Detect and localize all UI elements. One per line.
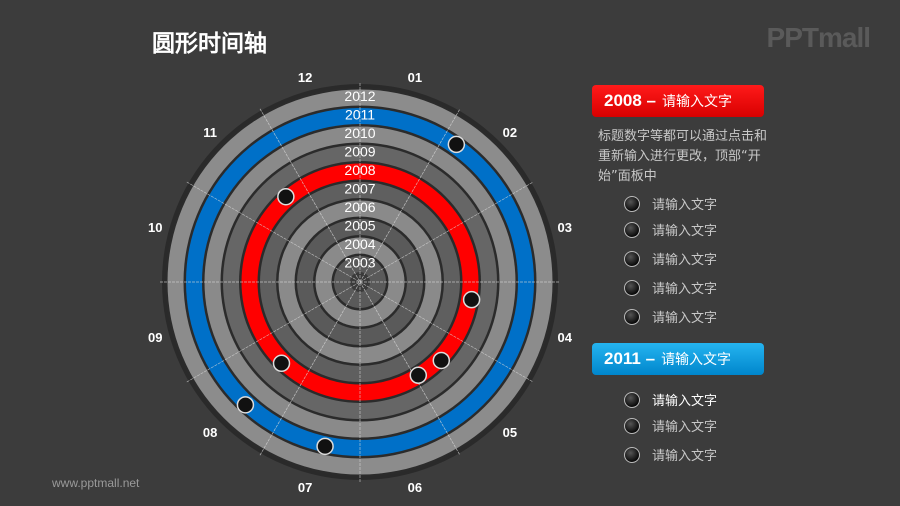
list-item-text: 请输入文字 <box>652 282 718 297</box>
list-item[interactable]: 请输入文字 <box>624 445 717 464</box>
month-label: 01 <box>408 70 422 85</box>
list-item-text: 请输入文字 <box>652 394 718 409</box>
month-label: 10 <box>148 220 162 235</box>
month-label: 12 <box>298 70 312 85</box>
month-label: 07 <box>298 480 312 495</box>
event-marker <box>236 396 255 414</box>
panel-2008-header[interactable]: 2008 – 请输入文字 <box>592 85 764 117</box>
year-label: 2010 <box>344 125 375 141</box>
bullet-icon <box>624 250 640 267</box>
footer-url: www.pptmall.net <box>52 476 140 490</box>
month-label: 05 <box>503 425 517 440</box>
list-item[interactable]: 请输入文字 <box>624 307 717 326</box>
event-marker <box>272 354 291 373</box>
bullet-icon <box>624 195 640 212</box>
list-item-text: 请输入文字 <box>652 224 718 239</box>
year-label: 2005 <box>344 218 375 234</box>
event-marker <box>462 290 481 309</box>
year-label: 2011 <box>345 107 375 123</box>
panel-2008-description: 标题数字等都可以通过点击和重新输入进行更改，顶部“开始”面板中 <box>598 129 768 184</box>
list-item[interactable]: 请输入文字 <box>624 249 717 268</box>
year-label: 2006 <box>344 199 375 215</box>
list-item-text: 请输入文字 <box>652 253 718 268</box>
list-item-text: 请输入文字 <box>652 198 718 213</box>
list-item-text: 请输入文字 <box>652 311 718 326</box>
bullet-icon <box>624 308 640 325</box>
event-marker <box>277 187 295 206</box>
list-item-text: 请输入文字 <box>652 449 718 464</box>
month-label: 03 <box>558 220 572 235</box>
list-item[interactable]: 请输入文字 <box>624 390 717 409</box>
year-label: 2004 <box>344 236 375 252</box>
year-label: 2003 <box>344 255 375 271</box>
event-marker <box>447 135 466 154</box>
year-label: 2008 <box>344 162 375 178</box>
month-label: 02 <box>503 125 517 140</box>
event-marker <box>432 351 451 370</box>
month-label: 09 <box>148 330 162 345</box>
bullet-icon <box>624 446 640 463</box>
bullet-icon <box>624 391 640 408</box>
panel-2011-year: 2011 – <box>604 349 656 368</box>
month-label: 06 <box>408 480 422 495</box>
month-label: 08 <box>203 425 217 440</box>
list-item[interactable]: 请输入文字 <box>624 416 717 435</box>
bullet-icon <box>624 279 640 296</box>
event-marker <box>316 437 334 456</box>
list-item[interactable]: 请输入文字 <box>624 194 717 213</box>
page-title: 圆形时间轴 <box>152 31 267 57</box>
panel-2011-title: 请输入文字 <box>661 352 732 368</box>
year-label: 2009 <box>344 144 375 160</box>
bullet-icon <box>624 417 640 434</box>
panel-2008-title: 请输入文字 <box>662 94 732 110</box>
panel-2008-year: 2008 – <box>604 91 656 110</box>
spoke-line <box>259 108 461 456</box>
bullet-icon <box>624 221 640 238</box>
list-item-text: 请输入文字 <box>652 420 718 435</box>
year-label: 2007 <box>344 181 375 197</box>
panel-2011-header[interactable]: 2011 – 请输入文字 <box>592 343 764 375</box>
month-label: 04 <box>558 330 573 345</box>
year-label: 2012 <box>344 88 375 104</box>
month-label: 11 <box>203 125 217 140</box>
event-marker <box>409 366 428 385</box>
logo: PPTmall <box>766 22 871 53</box>
list-item[interactable]: 请输入文字 <box>624 278 717 297</box>
list-item[interactable]: 请输入文字 <box>624 220 717 239</box>
